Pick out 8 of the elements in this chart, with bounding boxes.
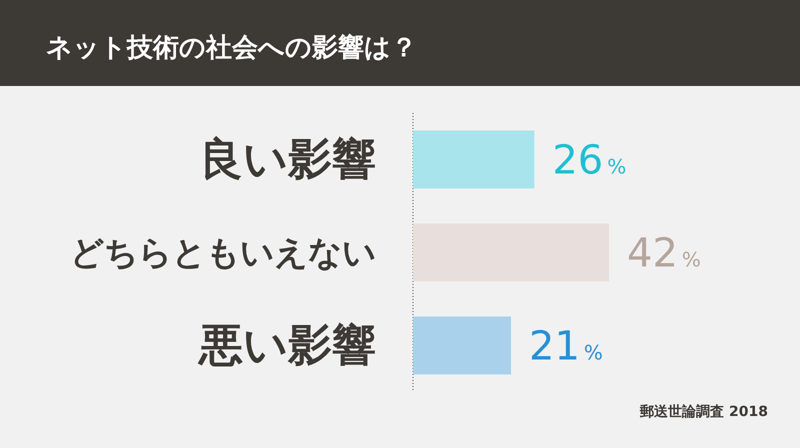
data-label: 21% <box>529 324 603 370</box>
text: 郵送世論調査 2018 <box>639 403 768 420</box>
y-tick-label: どちらともいえない <box>70 233 376 272</box>
chart-title: ネット技術の社会への影響は？ <box>46 33 417 63</box>
data-label: 26% <box>552 138 626 184</box>
y-tick-label: 良い影響 <box>199 134 376 185</box>
y-tick-label: 悪い影響 <box>197 320 376 371</box>
data-label: 42% <box>627 230 701 276</box>
